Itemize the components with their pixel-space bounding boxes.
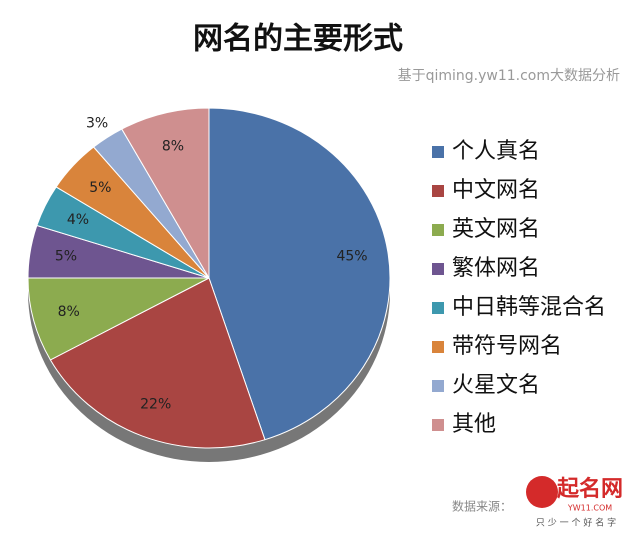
legend-label: 带符号网名 (452, 334, 562, 359)
pie: 45%22%8%5%4%5%3%8% (27, 107, 391, 449)
legend-label: 中文网名 (452, 178, 540, 203)
legend-swatch (432, 146, 444, 158)
source-label: 数据来源： (452, 499, 512, 514)
logo: 起名网 YW11.COM 只 少 一 个 好 名 字 (526, 476, 623, 529)
legend-label: 火星文名 (452, 373, 540, 398)
logo-site: YW11.COM (567, 504, 612, 513)
legend-label: 繁体网名 (452, 256, 540, 281)
logo-icon (526, 476, 558, 508)
legend-label: 英文网名 (452, 217, 540, 242)
legend-label: 中日韩等混合名 (452, 295, 606, 320)
data-label: 5% (89, 180, 111, 196)
legend-swatch (432, 263, 444, 275)
legend-swatch (432, 341, 444, 353)
data-label: 5% (55, 249, 77, 265)
pie-slice (121, 107, 210, 280)
legend-label: 个人真名 (452, 139, 540, 164)
data-label: 8% (58, 304, 80, 320)
chart-title: 网名的主要形式 (193, 22, 403, 57)
legend-label: 其他 (452, 412, 496, 437)
logo-name: 起名网 (556, 476, 623, 502)
pie-slice (27, 277, 210, 361)
data-label: 22% (140, 396, 171, 412)
data-label: 4% (67, 212, 89, 228)
pie-slice (49, 277, 266, 449)
pie-slice (208, 107, 391, 441)
legend-swatch (432, 224, 444, 236)
logo-slogan: 只 少 一 个 好 名 字 (536, 517, 616, 529)
data-label: 3% (86, 115, 108, 131)
data-label: 45% (336, 249, 367, 265)
data-label: 8% (162, 138, 184, 154)
legend-swatch (432, 380, 444, 392)
legend-swatch (432, 419, 444, 431)
legend-swatch (432, 302, 444, 314)
legend-swatch (432, 185, 444, 197)
chart-subtitle: 基于qiming.yw11.com大数据分析 (398, 67, 620, 84)
